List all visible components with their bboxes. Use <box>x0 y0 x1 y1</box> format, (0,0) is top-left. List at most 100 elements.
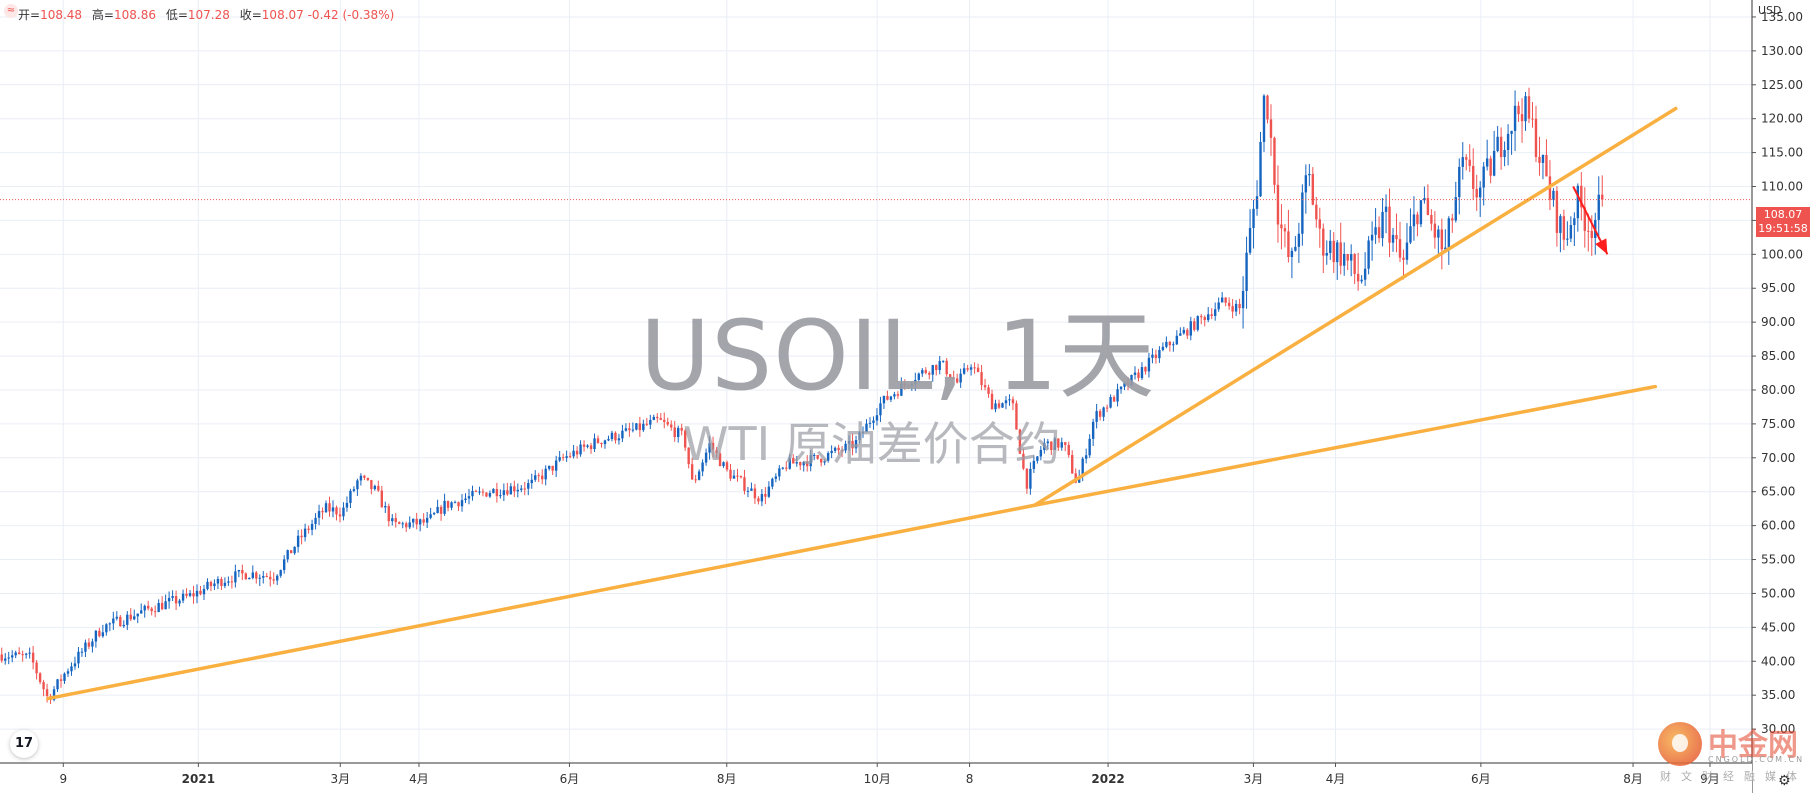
candle-body <box>1367 240 1370 269</box>
candle-body <box>795 462 798 464</box>
x-tick-label: 9 <box>59 772 67 786</box>
candle-body <box>903 383 907 386</box>
candle-body <box>471 490 474 497</box>
candle-body <box>554 460 558 471</box>
candle-body <box>293 546 296 554</box>
candle-body <box>1029 468 1032 489</box>
candle-body <box>785 467 788 469</box>
candle-body <box>1458 166 1461 198</box>
x-tick-label: 6月 <box>1471 772 1491 786</box>
candle-body <box>771 478 774 487</box>
candle-body <box>1478 187 1482 198</box>
candle-body <box>1060 442 1063 448</box>
candle-body <box>875 415 879 421</box>
candle-body <box>195 590 199 597</box>
candle-body <box>1527 96 1531 119</box>
candle-body <box>1158 349 1161 359</box>
candle-body <box>722 462 725 467</box>
candle-body <box>1186 329 1189 336</box>
y-tick-label: 135.00 <box>1761 10 1803 24</box>
candle-body <box>1559 216 1562 233</box>
settings-gear-icon[interactable]: ⚙ <box>1778 773 1791 789</box>
candle-body <box>258 577 261 579</box>
candle-body <box>854 440 858 449</box>
candle-body <box>607 439 610 441</box>
candle-body <box>1294 246 1297 251</box>
candle-body <box>945 360 948 375</box>
candle-body <box>1545 154 1548 177</box>
candle-body <box>174 596 178 604</box>
candle-body <box>234 571 237 583</box>
candle-body <box>523 488 526 490</box>
candle-body <box>1133 372 1137 375</box>
candle-body <box>530 479 533 484</box>
candle-body <box>181 593 185 601</box>
candle-body <box>324 503 328 513</box>
candle-body <box>432 513 436 515</box>
candle-body <box>164 601 167 610</box>
candle-body <box>1566 238 1569 240</box>
candle-body <box>4 658 7 661</box>
candle-body <box>1022 453 1025 469</box>
candle-body <box>272 579 275 581</box>
candle-body <box>631 429 635 431</box>
candle-body <box>136 613 139 617</box>
candle-body <box>1266 95 1269 120</box>
candle-body <box>429 514 432 518</box>
currency-label[interactable]: USD <box>1758 4 1782 17</box>
y-tick-label: 110.00 <box>1761 180 1803 194</box>
candle-body <box>1374 227 1377 235</box>
candle-body <box>129 614 132 620</box>
candle-body <box>289 550 293 554</box>
candle-body <box>1451 218 1454 221</box>
trendline <box>1032 384 1658 508</box>
candle-body <box>896 394 900 396</box>
candle-body <box>1095 411 1098 422</box>
y-tick-label: 80.00 <box>1761 383 1795 397</box>
candle-body <box>70 666 73 672</box>
candle-body <box>1168 341 1172 346</box>
candle-body <box>140 610 143 614</box>
source-name: 中金网 <box>1708 728 1798 763</box>
candle-body <box>1308 173 1311 176</box>
candle-body <box>1482 166 1485 188</box>
candle-body <box>1287 231 1290 258</box>
candle-body <box>1381 211 1384 239</box>
y-tick-label: 85.00 <box>1761 349 1795 363</box>
candle-body <box>56 679 59 690</box>
candle-body <box>708 442 711 453</box>
symbol-icon[interactable]: ≈ <box>4 4 18 18</box>
y-tick-label: 30.00 <box>1761 722 1795 736</box>
candle-body <box>370 480 373 490</box>
candle-body <box>603 440 607 445</box>
candle-body <box>1356 273 1360 282</box>
candle-body <box>980 372 983 386</box>
candle-body <box>1248 228 1252 253</box>
candle-body <box>624 428 628 431</box>
candle-body <box>656 416 659 419</box>
candle-body <box>373 485 377 490</box>
candle-body <box>1011 399 1015 404</box>
candle-body <box>188 593 192 596</box>
candle-body <box>586 445 589 447</box>
candle-body <box>1562 216 1566 240</box>
candle-body <box>366 477 370 481</box>
candle-body <box>24 653 28 655</box>
y-tick-label: 45.00 <box>1761 620 1795 634</box>
candle-body <box>645 423 649 425</box>
candle-body <box>401 523 404 525</box>
candle-body <box>1315 204 1318 220</box>
candle-body <box>778 468 781 477</box>
candle-body <box>1388 206 1391 243</box>
candle-body <box>1015 403 1018 430</box>
candle-body <box>1057 438 1060 448</box>
candle-body <box>192 593 195 597</box>
last-price-value: 108.07 <box>1763 208 1803 221</box>
candle-body <box>844 443 847 451</box>
candle-body <box>955 378 959 383</box>
candle-body <box>718 453 722 467</box>
tradingview-logo-icon[interactable]: 17 <box>10 730 38 758</box>
candle-body <box>1304 175 1308 193</box>
candle-body <box>31 652 35 663</box>
